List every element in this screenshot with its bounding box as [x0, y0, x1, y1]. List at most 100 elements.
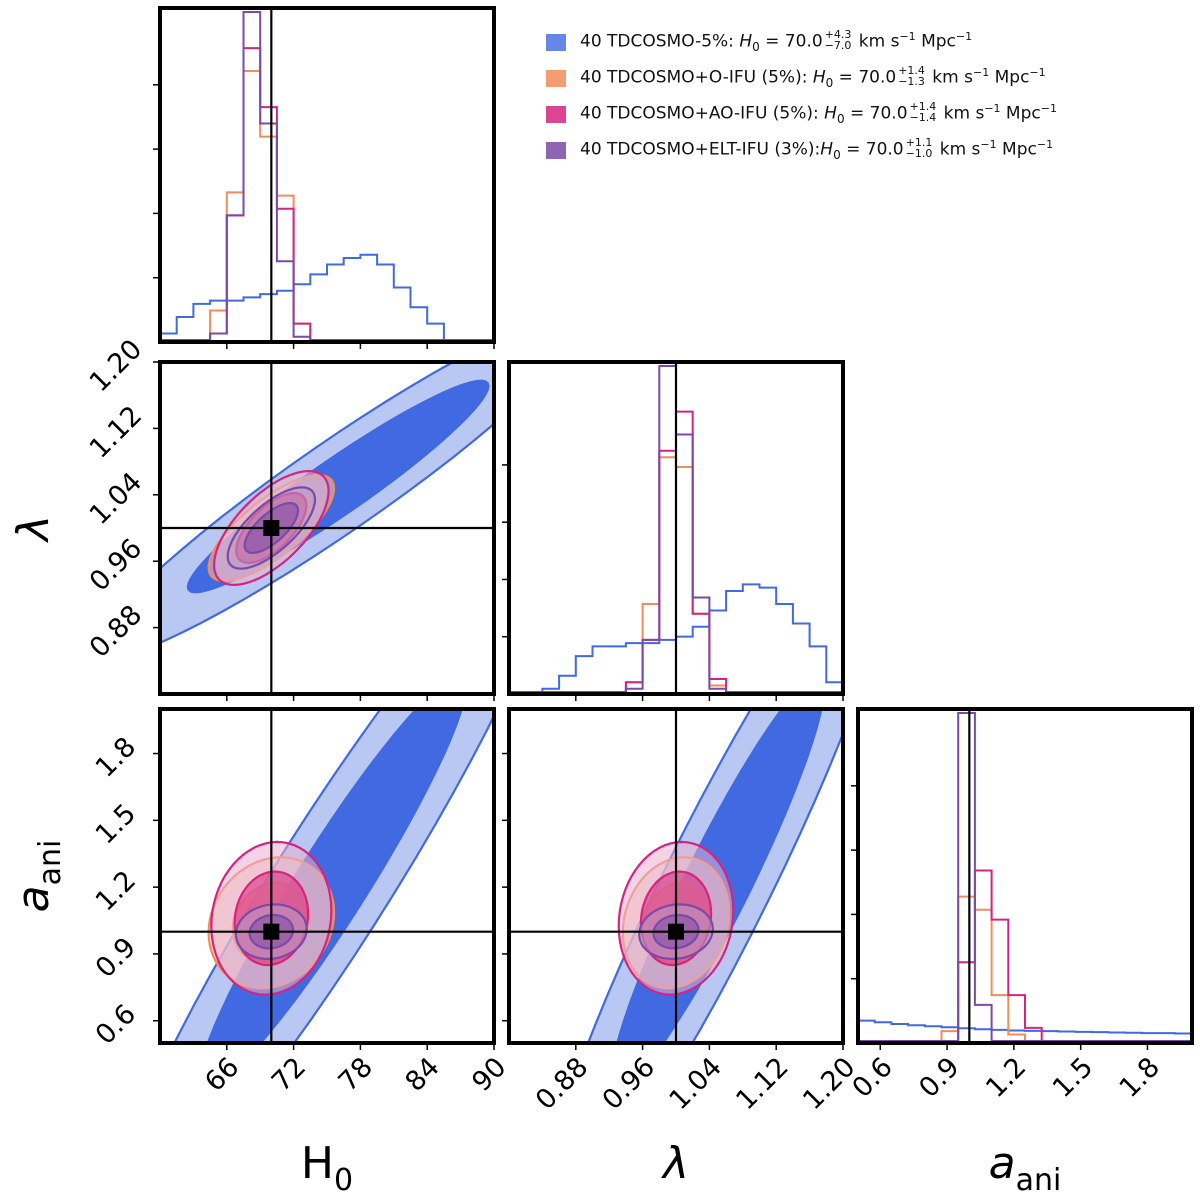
legend-series-name: 40 TDCOSMO-5%:	[580, 31, 740, 52]
legend-unit-exp: −1	[984, 101, 1001, 115]
x-tick-label-a_ani: 1.5	[1047, 1052, 1099, 1104]
legend-unit-exp: −1	[899, 29, 916, 43]
panel-frame-hist-lambda	[507, 360, 845, 696]
legend-symbol: H	[812, 67, 826, 88]
truth-marker-H0_a_ani	[263, 923, 280, 940]
legend-unit: km s	[926, 67, 973, 88]
legend-entry: 40 TDCOSMO+AO-IFU (5%): H0 = 70.0 +1.4 −1.…	[546, 96, 1057, 132]
histogram-a_ani	[858, 709, 1192, 1043]
y-tick-label-a_ani: 1.2	[90, 865, 142, 917]
legend-label: 40 TDCOSMO+AO-IFU (5%): H0 = 70.0 +1.4 −1.…	[580, 101, 1057, 127]
x-tick-label-H0: 90	[466, 1052, 512, 1098]
legend-swatch	[546, 141, 566, 159]
legend-series-name: 40 TDCOSMO+ELT-IFU (3%):	[580, 139, 821, 160]
legend-series-name: 40 TDCOSMO+O-IFU (5%):	[580, 67, 813, 88]
y-tick-label-lambda: 1.20	[84, 334, 148, 398]
histogram-H0	[160, 8, 494, 342]
y-tick-label-lambda: 0.88	[84, 599, 148, 663]
x-tick-label-lambda: 1.12	[730, 1052, 794, 1116]
y-axis-label-a_ani: aani	[8, 840, 68, 913]
histogram-step-a_ani-series-3	[858, 712, 1192, 1042]
histogram-step-H0-series-0	[160, 253, 494, 341]
legend-h0-value: = 70.0	[844, 103, 908, 124]
x-tick-label-lambda: 0.88	[530, 1052, 594, 1116]
contour-panel-H0_a_ani	[160, 709, 494, 1043]
x-tick-label-a_ani: 0.6	[847, 1052, 899, 1104]
panel-frame-H0_lambda	[158, 360, 496, 696]
legend-error-down: −1.0	[905, 146, 933, 160]
legend-unit: km s	[938, 103, 985, 124]
x-tick-label-lambda: 1.04	[663, 1052, 727, 1116]
histogram-step-H0-series-2	[160, 47, 494, 341]
legend-unit: km s	[853, 31, 900, 52]
legend-swatch	[546, 33, 566, 51]
legend-error-up: +1.4	[898, 63, 925, 77]
x-tick-label-a_ani: 1.8	[1114, 1052, 1166, 1104]
contour-panel-H0_lambda	[160, 362, 494, 694]
x-tick-label-H0: 84	[400, 1052, 446, 1098]
legend-symbol-sub: 0	[825, 76, 834, 91]
panel-frame-hist-H0	[158, 6, 496, 344]
legend-symbol-sub: 0	[836, 112, 845, 127]
legend-swatch	[546, 105, 566, 123]
y-tick-label-a_ani: 1.8	[90, 731, 142, 783]
y-tick-label-lambda: 0.96	[84, 533, 148, 597]
legend-error-bounds: +1.4 −1.4	[910, 101, 937, 123]
legend-label: 40 TDCOSMO+O-IFU (5%): H0 = 70.0 +1.4 −1.3…	[580, 65, 1046, 91]
legend-error-bounds: +4.3 −7.0	[825, 29, 852, 51]
legend-unit2-exp: −1	[1040, 101, 1057, 115]
legend-swatch	[546, 69, 566, 87]
legend-unit2: Mpc	[989, 67, 1030, 88]
histogram-step-a_ani-series-0	[858, 1019, 1192, 1041]
legend-series-name: 40 TDCOSMO+AO-IFU (5%):	[580, 103, 825, 124]
x-tick-label-H0: 66	[199, 1052, 245, 1098]
x-axis-label-H0: H0	[301, 1138, 353, 1194]
legend-unit2: Mpc	[1000, 103, 1041, 124]
x-tick-label-H0: 72	[266, 1052, 312, 1098]
y-tick-label-lambda: 1.12	[84, 400, 148, 464]
legend-h0-value: = 70.0	[759, 31, 823, 52]
truth-marker-H0_lambda	[263, 520, 280, 536]
y-tick-label-lambda: 1.04	[84, 467, 148, 531]
legend-unit2-exp: −1	[1029, 65, 1046, 79]
truth-marker-lambda_a_ani	[668, 923, 684, 940]
x-tick-label-H0: 78	[333, 1052, 379, 1098]
legend-error-down: −1.3	[898, 74, 925, 88]
legend-h0-value: = 70.0	[840, 139, 904, 160]
legend-unit: km s	[934, 139, 981, 160]
panel-frame-H0_a_ani	[158, 707, 496, 1045]
y-axis-label-lambda: λ	[8, 515, 59, 543]
legend-entry: 40 TDCOSMO+O-IFU (5%): H0 = 70.0 +1.4 −1.3…	[546, 60, 1057, 96]
legend-unit2-exp: −1	[1036, 137, 1054, 151]
legend-symbol-sub: 0	[752, 40, 760, 55]
legend-error-bounds: +1.1 −1.0	[906, 137, 933, 159]
legend: 40 TDCOSMO-5%: H0 = 70.0 +4.3 −7.0 km s−1 …	[546, 24, 1057, 168]
histogram-step-lambda-series-0	[509, 583, 843, 693]
legend-symbol: H	[824, 103, 837, 124]
panel-frame-lambda_a_ani	[507, 707, 845, 1045]
legend-error-bounds: +1.4 −1.3	[898, 65, 925, 87]
legend-entry: 40 TDCOSMO+ELT-IFU (3%):H0 = 70.0 +1.1 −1.…	[546, 132, 1057, 168]
legend-h0-value: = 70.0	[833, 67, 897, 88]
legend-error-up: +4.3	[824, 27, 852, 41]
legend-error-down: −1.4	[909, 110, 937, 124]
x-tick-label-lambda: 0.96	[597, 1052, 661, 1116]
legend-error-up: +1.4	[909, 99, 937, 113]
histogram-step-H0-series-3	[160, 11, 494, 341]
x-axis-label-lambda: λ	[661, 1138, 689, 1189]
legend-symbol-sub: 0	[833, 148, 841, 163]
x-axis-label-a_ani: aani	[989, 1138, 1062, 1194]
legend-symbol: H	[739, 31, 753, 52]
legend-label: 40 TDCOSMO-5%: H0 = 70.0 +4.3 −7.0 km s−1 …	[580, 29, 973, 55]
legend-unit2: Mpc	[915, 31, 956, 52]
histogram-step-a_ani-series-2	[858, 869, 1192, 1042]
x-tick-label-a_ani: 0.9	[913, 1052, 965, 1104]
legend-entry: 40 TDCOSMO-5%: H0 = 70.0 +4.3 −7.0 km s−1 …	[546, 24, 1057, 60]
x-tick-label-a_ani: 1.2	[980, 1052, 1032, 1104]
legend-unit2: Mpc	[996, 139, 1037, 160]
legend-error-up: +1.1	[905, 135, 933, 149]
legend-error-down: −7.0	[824, 38, 852, 52]
legend-unit2-exp: −1	[955, 29, 973, 43]
y-tick-label-a_ani: 1.5	[90, 798, 142, 850]
